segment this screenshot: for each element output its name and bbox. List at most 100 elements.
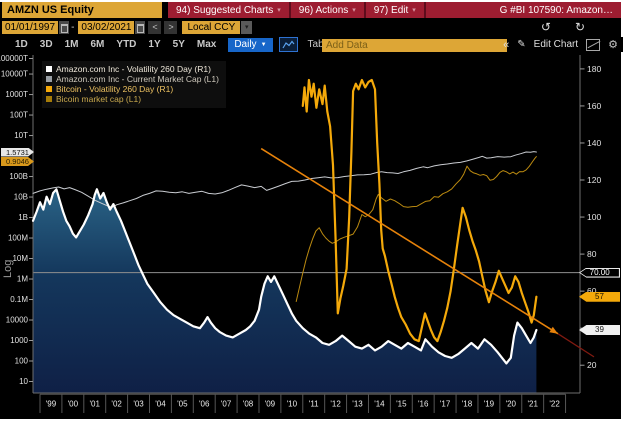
x-axis-year-label: '12 bbox=[330, 400, 341, 409]
left-axis-tick-label: 10B bbox=[14, 193, 28, 202]
calendar-icon[interactable] bbox=[135, 20, 146, 34]
left-axis-tick-label: 10 bbox=[19, 377, 28, 386]
x-axis-year-label: '01 bbox=[90, 400, 101, 409]
left-axis-tick-label: 100 bbox=[15, 357, 29, 366]
table-button[interactable]: Table bbox=[307, 39, 332, 50]
left-axis-tick-label: 0.1M bbox=[10, 295, 28, 304]
annotation-icon[interactable] bbox=[586, 38, 601, 51]
legend-swatch-icon bbox=[46, 66, 52, 72]
right-axis-tick-label: 180 bbox=[587, 64, 601, 74]
trendline-annotation[interactable] bbox=[260, 147, 559, 335]
series-line-amzn-mcap[interactable] bbox=[32, 151, 537, 208]
menu-item-0[interactable]: 94) Suggested Charts ▾ bbox=[168, 2, 291, 18]
period-label: Daily bbox=[234, 38, 257, 50]
x-axis-year-label: '18 bbox=[462, 400, 473, 409]
chevron-down-icon: ▾ bbox=[412, 7, 416, 14]
legend-label: Amazon.com Inc - Volatility 260 Day (R1) bbox=[56, 64, 211, 74]
x-axis-year-label: '21 bbox=[527, 400, 538, 409]
range-button-1y[interactable]: 1Y bbox=[148, 39, 161, 50]
series-line-btc-mcap[interactable] bbox=[295, 156, 537, 302]
add-data-input[interactable]: Add Data bbox=[322, 39, 507, 52]
chevron-down-icon: ▾ bbox=[277, 7, 281, 14]
x-axis-year-label: '13 bbox=[352, 400, 363, 409]
legend-swatch-icon bbox=[46, 96, 52, 102]
gear-icon[interactable]: ⚙ bbox=[608, 39, 618, 51]
legend-item-2[interactable]: Bitcoin - Volatility 260 Day (R1) bbox=[46, 84, 219, 94]
right-axis-tick-label: 60 bbox=[587, 286, 597, 296]
legend-swatch-icon bbox=[46, 76, 52, 82]
x-axis-year-label: '00 bbox=[68, 400, 79, 409]
legend-label: Bicoin market cap (L1) bbox=[56, 94, 142, 104]
legend-item-1[interactable]: Amazon.com Inc - Current Market Cap (L1) bbox=[46, 74, 219, 84]
range-button-max[interactable]: Max bbox=[196, 39, 217, 50]
currency-field[interactable]: Local CCY bbox=[182, 20, 241, 34]
right-axis-tick-label: 160 bbox=[587, 101, 601, 111]
legend-item-3[interactable]: Bicoin market cap (L1) bbox=[46, 94, 219, 104]
range-button-3d[interactable]: 3D bbox=[39, 39, 53, 50]
edit-chart-button[interactable]: Edit Chart bbox=[533, 39, 579, 50]
right-axis-tick-label: 100 bbox=[587, 212, 601, 222]
range-button-5y[interactable]: 5Y bbox=[172, 39, 185, 50]
top-toolbar: AMZN US Equity 94) Suggested Charts ▾ 96) … bbox=[0, 2, 621, 18]
range-button-6m[interactable]: 6M bbox=[90, 39, 105, 50]
date-separator: - bbox=[71, 21, 75, 33]
calendar-icon[interactable] bbox=[59, 20, 70, 34]
left-axis-tick-label: 100B bbox=[9, 172, 28, 181]
x-axis-year-label: '05 bbox=[177, 400, 188, 409]
redo-icon[interactable]: ↻ bbox=[574, 19, 585, 34]
range-button-1m[interactable]: 1M bbox=[64, 39, 79, 50]
range-button-1d[interactable]: 1D bbox=[15, 39, 28, 50]
left-axis-tick-label: 100T bbox=[10, 111, 28, 120]
trendline-arrowhead-icon bbox=[549, 326, 558, 334]
x-axis-year-label: '09 bbox=[265, 400, 276, 409]
date-toolbar: 01/01/1997 - 03/02/2021 < > Local CCY ▾ … bbox=[0, 19, 621, 35]
date-from-field[interactable]: 01/01/1997 bbox=[2, 20, 59, 34]
legend-swatch-icon bbox=[46, 86, 52, 92]
x-axis-year-label: '17 bbox=[440, 400, 451, 409]
line-chart-icon[interactable] bbox=[278, 37, 298, 52]
chart-title: G #BI 107590: Amazon… bbox=[499, 4, 613, 16]
range-button-ytd[interactable]: YTD bbox=[116, 39, 137, 50]
x-axis-year-label: '03 bbox=[133, 400, 144, 409]
left-axis-tick-label: 1000T bbox=[5, 90, 28, 99]
series-area-fill bbox=[33, 189, 537, 393]
chevron-down-icon: ▾ bbox=[352, 7, 356, 14]
x-axis-year-label: '11 bbox=[309, 400, 319, 409]
x-axis-year-label: '04 bbox=[155, 400, 166, 409]
legend-label: Bitcoin - Volatility 260 Day (R1) bbox=[56, 84, 174, 94]
menu-item-1[interactable]: 96) Actions ▾ bbox=[291, 2, 366, 18]
collapse-panel-button[interactable]: « bbox=[503, 38, 510, 51]
prev-period-button[interactable]: < bbox=[148, 20, 162, 34]
left-axis-tick-label: 100000T bbox=[0, 54, 28, 63]
x-axis-year-label: '15 bbox=[396, 400, 407, 409]
currency-dropdown-caret-icon[interactable]: ▾ bbox=[241, 20, 253, 34]
x-axis-year-label: '07 bbox=[221, 400, 232, 409]
log-scale-label: Log bbox=[2, 259, 14, 278]
next-period-button[interactable]: > bbox=[164, 20, 178, 34]
left-axis-tick-label: 10000 bbox=[6, 316, 29, 325]
left-axis-tick-label: 10000T bbox=[1, 70, 28, 79]
security-field[interactable]: AMZN US Equity bbox=[2, 2, 162, 18]
right-axis-tick-label: 80 bbox=[587, 249, 597, 259]
x-axis-year-label: '99 bbox=[46, 400, 57, 409]
pencil-icon[interactable]: ✎ bbox=[517, 39, 526, 50]
left-axis-tick-label: 10T bbox=[14, 131, 28, 140]
undo-icon[interactable]: ↺ bbox=[540, 19, 551, 34]
x-axis-year-label: '19 bbox=[484, 400, 495, 409]
date-to-field[interactable]: 03/02/2021 bbox=[78, 20, 135, 34]
chart-legend: Amazon.com Inc - Volatility 260 Day (R1)… bbox=[42, 61, 226, 108]
menu-bar: 94) Suggested Charts ▾ 96) Actions ▾ 97) Edi… bbox=[168, 2, 621, 18]
legend-item-0[interactable]: Amazon.com Inc - Volatility 260 Day (R1) bbox=[46, 64, 219, 74]
x-axis-year-label: '22 bbox=[549, 400, 560, 409]
left-axis-tick-label: 10M bbox=[12, 254, 28, 263]
left-axis-tick-label: 1B bbox=[18, 213, 28, 222]
chart-tools: « ✎ Edit Chart ⚙ bbox=[503, 38, 618, 51]
period-dropdown[interactable]: Daily ▼ bbox=[228, 37, 273, 52]
menu-item-2[interactable]: 97) Edit ▾ bbox=[366, 2, 426, 18]
history-controls: ↺ ↻ bbox=[540, 19, 585, 34]
series-line-btc-vol[interactable] bbox=[301, 78, 538, 343]
series-line-amzn-vol[interactable] bbox=[31, 188, 538, 365]
x-axis-year-label: '06 bbox=[199, 400, 210, 409]
